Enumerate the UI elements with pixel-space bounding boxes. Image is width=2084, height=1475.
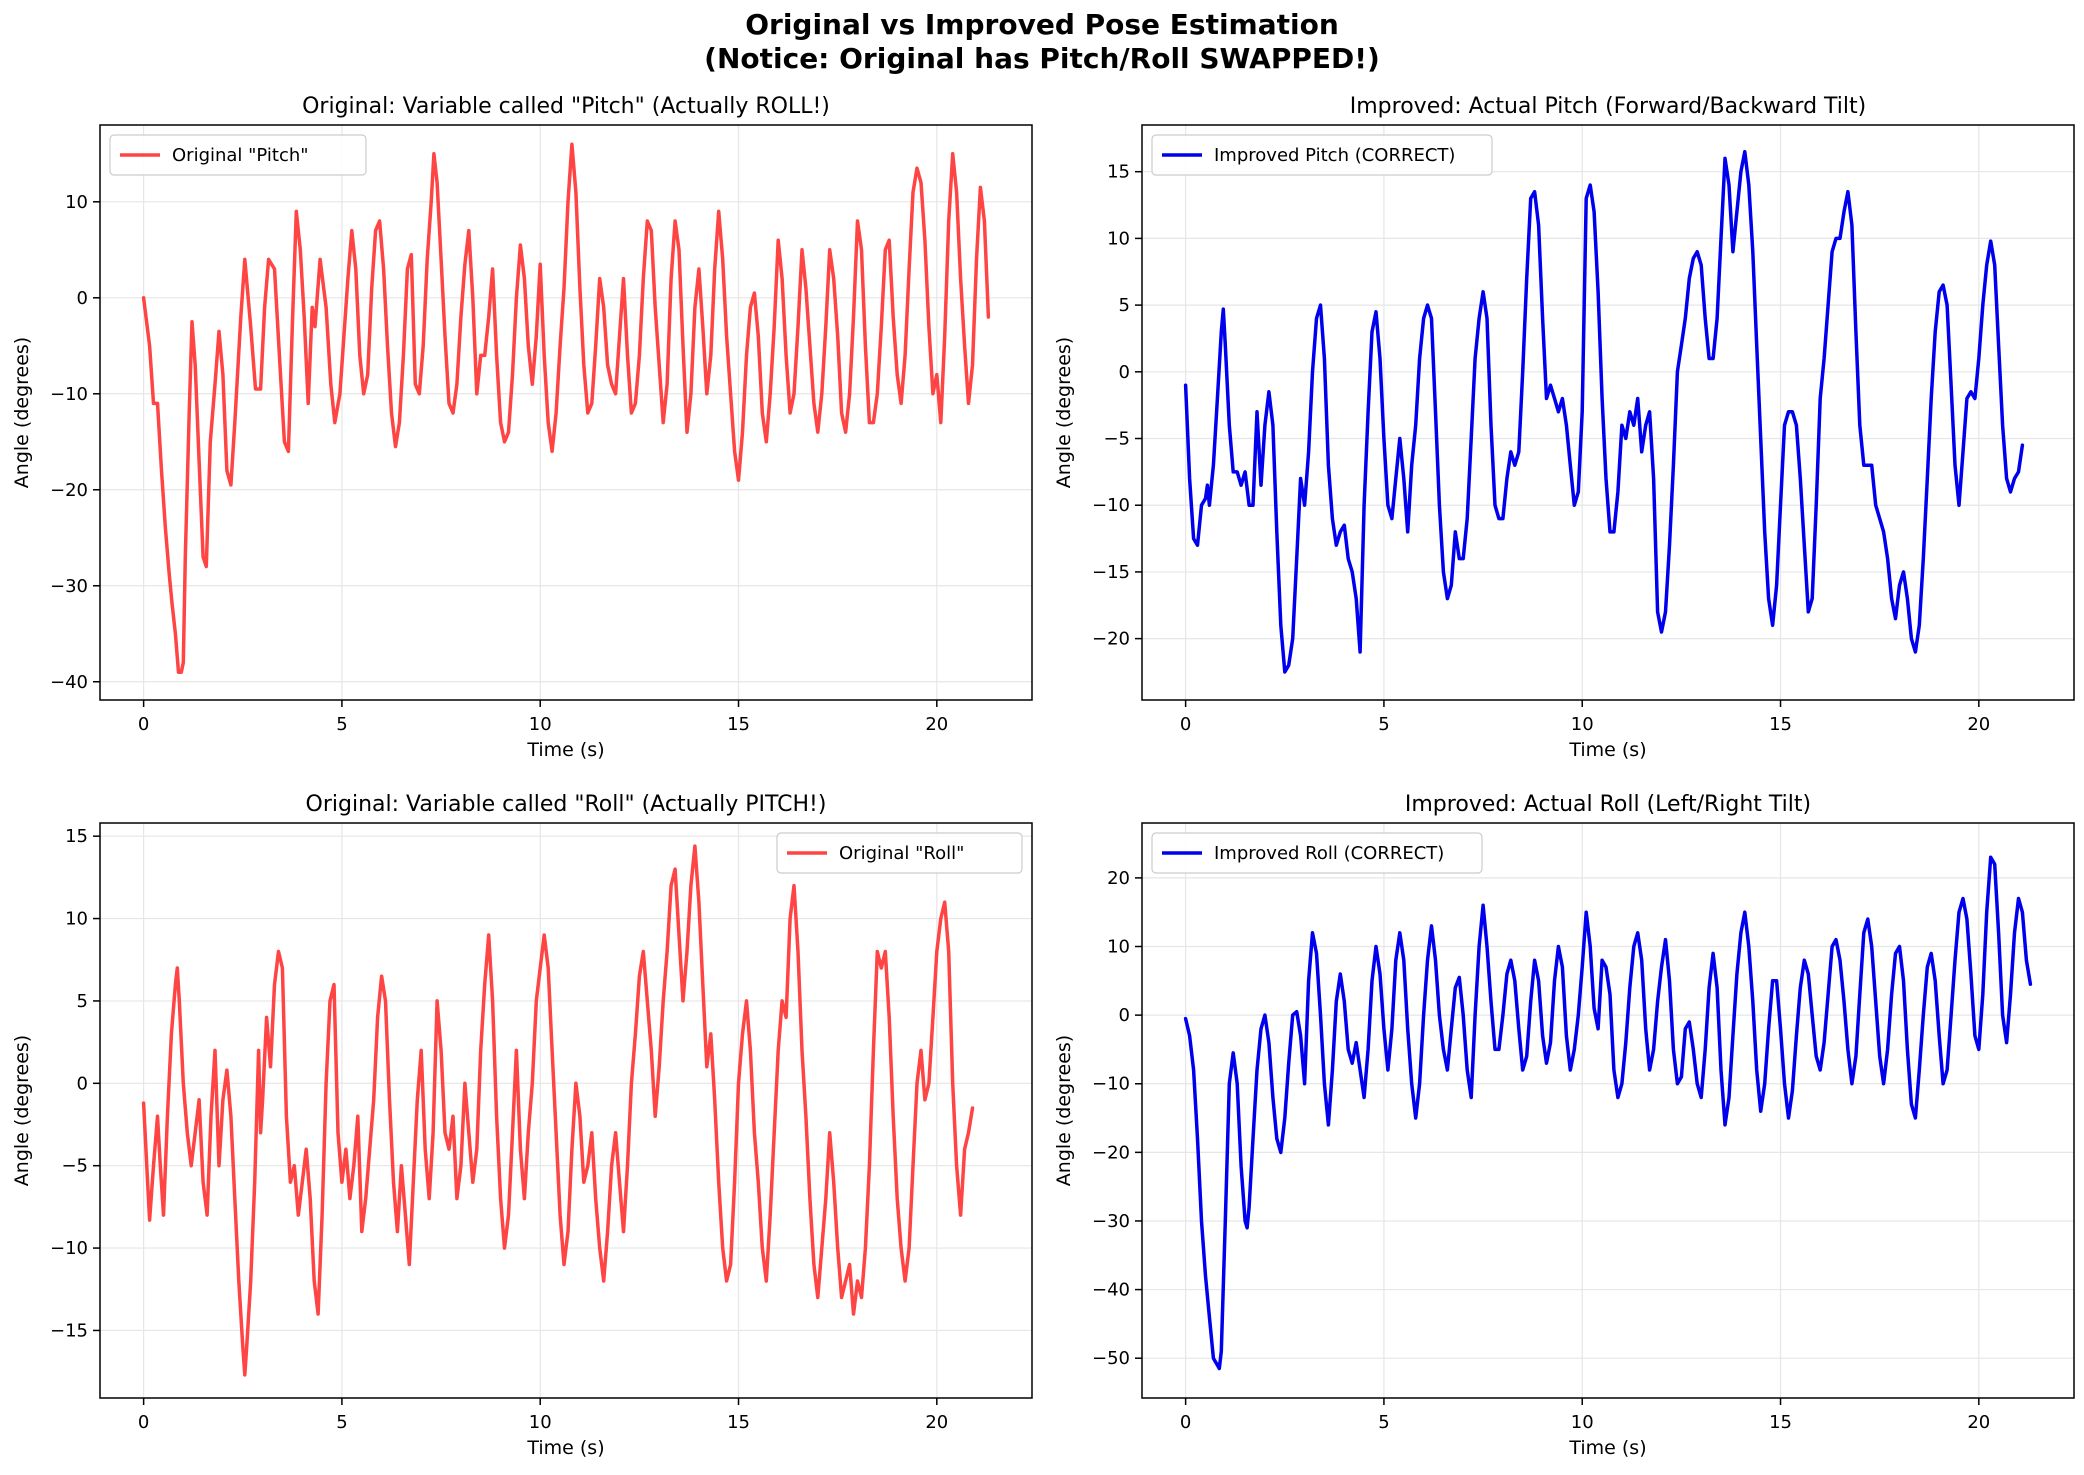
y-tick-label: 15 xyxy=(1107,162,1130,183)
legend: Improved Pitch (CORRECT) xyxy=(1151,134,1493,176)
x-tick-label: 15 xyxy=(727,1412,750,1433)
x-tick-label: 5 xyxy=(1378,714,1389,735)
y-tick-label: −5 xyxy=(61,1156,88,1177)
x-tick-label: 20 xyxy=(1967,1412,1990,1433)
y-tick-label: −20 xyxy=(50,480,88,501)
chart-title: Original: Variable called "Roll" (Actual… xyxy=(306,792,827,817)
x-tick-label: 10 xyxy=(1571,714,1594,735)
y-tick-label: 10 xyxy=(65,192,88,213)
y-tick-label: −10 xyxy=(1092,1074,1130,1095)
chart-title: Improved: Actual Pitch (Forward/Backward… xyxy=(1350,94,1866,119)
plot-frame xyxy=(1141,124,2075,701)
y-tick-label: 5 xyxy=(77,991,88,1012)
y-tick-label: 10 xyxy=(1107,228,1130,249)
x-tick-label: 0 xyxy=(138,1412,149,1433)
legend-label: Improved Pitch (CORRECT) xyxy=(1214,145,1455,166)
chart-original-pitch: 0 5 10 15 20 −40 −30 −20 −10 0 10 Original: Variabl… xyxy=(11,94,1033,761)
x-tick-label: 0 xyxy=(138,714,149,735)
legend-label: Improved Roll (CORRECT) xyxy=(1214,843,1444,864)
x-tick-label: 20 xyxy=(925,1412,948,1433)
x-axis-label: Time (s) xyxy=(1568,739,1646,761)
y-tick-label: 15 xyxy=(65,826,88,847)
plot-frame xyxy=(99,124,1033,701)
series-line xyxy=(1183,149,2025,674)
y-axis-label: Angle (degrees) xyxy=(1053,337,1075,488)
y-tick-label: 20 xyxy=(1107,868,1130,889)
x-tick-label: 10 xyxy=(529,1412,552,1433)
series-line xyxy=(1183,855,2033,1371)
x-tick-label: 5 xyxy=(336,1412,347,1433)
chart-title: Improved: Actual Roll (Left/Right Tilt) xyxy=(1405,792,1811,817)
y-tick-label: −20 xyxy=(1092,629,1130,650)
chart-improved-roll: 0 5 10 15 20 −50 −40 −30 −20 −10 0 10 20 Improved: Ac… xyxy=(1053,792,2075,1459)
y-tick-label: −50 xyxy=(1092,1348,1130,1369)
y-tick-label: −40 xyxy=(50,672,88,693)
legend-box xyxy=(1151,832,1483,874)
x-tick-label: 15 xyxy=(1769,714,1792,735)
y-tick-label: −15 xyxy=(1092,562,1130,583)
legend-box xyxy=(109,134,367,176)
x-tick-label: 10 xyxy=(529,714,552,735)
x-tick-label: 5 xyxy=(336,714,347,735)
chart-improved-pitch: 0 5 10 15 20 −20 −15 −10 −5 0 5 10 15 Improved: Actua… xyxy=(1053,94,2075,761)
x-tick-label: 15 xyxy=(1769,1412,1792,1433)
y-tick-label: 0 xyxy=(77,288,88,309)
y-tick-label: −30 xyxy=(1092,1211,1130,1232)
y-tick-label: 0 xyxy=(77,1073,88,1094)
figure-title: Original vs Improved Pose Estimation (No… xyxy=(0,8,2084,76)
x-tick-label: 20 xyxy=(1967,714,1990,735)
y-axis-label: Angle (degrees) xyxy=(11,1035,33,1186)
chart-original-roll: 0 5 10 15 20 −15 −10 −5 0 5 10 15 Original: Variable… xyxy=(11,792,1033,1459)
y-tick-label: 0 xyxy=(1119,1005,1130,1026)
legend: Improved Roll (CORRECT) xyxy=(1151,832,1483,874)
y-tick-label: −10 xyxy=(1092,495,1130,516)
chart-title: Original: Variable called "Pitch" (Actua… xyxy=(302,94,830,119)
y-axis-label: Angle (degrees) xyxy=(11,337,33,488)
x-axis-label: Time (s) xyxy=(526,1437,604,1459)
y-tick-label: −30 xyxy=(50,576,88,597)
x-tick-label: 0 xyxy=(1180,1412,1191,1433)
legend: Original "Pitch" xyxy=(109,134,367,176)
legend: Original "Roll" xyxy=(776,832,1023,874)
plot-frame xyxy=(99,822,1033,1399)
x-tick-label: 0 xyxy=(1180,714,1191,735)
legend-box xyxy=(1151,134,1493,176)
y-tick-label: −15 xyxy=(50,1320,88,1341)
x-tick-label: 15 xyxy=(727,714,750,735)
y-tick-label: 10 xyxy=(1107,937,1130,958)
x-tick-label: 10 xyxy=(1571,1412,1594,1433)
legend-box xyxy=(776,832,1023,874)
y-tick-label: −10 xyxy=(50,1238,88,1259)
y-tick-label: 0 xyxy=(1119,362,1130,383)
x-tick-label: 5 xyxy=(1378,1412,1389,1433)
y-tick-label: −10 xyxy=(50,384,88,405)
series-line xyxy=(141,844,975,1377)
plot-frame xyxy=(1141,822,2075,1399)
figure-title-line1: Original vs Improved Pose Estimation xyxy=(745,8,1339,41)
legend-label: Original "Pitch" xyxy=(172,145,309,166)
y-tick-label: 5 xyxy=(1119,295,1130,316)
y-tick-label: −40 xyxy=(1092,1280,1130,1301)
x-axis-label: Time (s) xyxy=(1568,1437,1646,1459)
series-line xyxy=(141,142,991,674)
y-tick-label: 10 xyxy=(65,909,88,930)
x-axis-label: Time (s) xyxy=(526,739,604,761)
figure-title-line2: (Notice: Original has Pitch/Roll SWAPPED… xyxy=(704,42,1380,75)
y-axis-label: Angle (degrees) xyxy=(1053,1035,1075,1186)
legend-label: Original "Roll" xyxy=(839,843,964,864)
x-tick-label: 20 xyxy=(925,714,948,735)
y-tick-label: −5 xyxy=(1103,429,1130,450)
y-tick-label: −20 xyxy=(1092,1142,1130,1163)
